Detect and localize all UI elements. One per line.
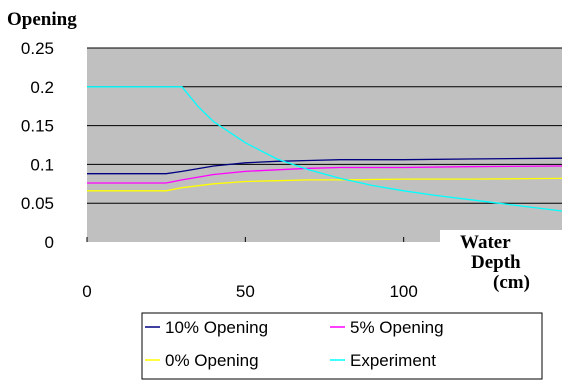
y-tick-label: 0.15: [21, 117, 54, 136]
y-tick-label: 0.2: [30, 78, 54, 97]
y-axis-title: Opening: [7, 9, 77, 30]
legend-items: 10% Opening 5% Opening 0% Opening Experimen…: [145, 318, 444, 370]
y-tick-labels: 0 0.05 0.1 0.15 0.2 0.25: [21, 39, 54, 252]
series-line-experiment: [87, 86, 563, 212]
legend-label: Experiment: [350, 351, 436, 370]
legend-label: 10% Opening: [165, 318, 268, 337]
plot-area: [87, 48, 562, 242]
series-line-5-opening: [87, 165, 563, 184]
y-tick-label: 0.05: [21, 194, 54, 213]
x-tick-label: 0: [82, 282, 91, 301]
x-axis-title-line-3: (cm): [493, 272, 530, 293]
x-tick-labels: 0 50 100: [82, 237, 418, 301]
x-tick-label: 50: [236, 282, 255, 301]
legend-label: 0% Opening: [165, 351, 259, 370]
series-line-0-opening: [87, 177, 563, 192]
series-lines: [87, 86, 563, 212]
y-tick-label: 0: [45, 233, 54, 252]
x-axis-title-line-1: Water: [460, 232, 511, 253]
y-tick-label: 0.25: [21, 39, 54, 58]
x-axis-title-box: [440, 230, 563, 290]
series-line-10-opening: [87, 157, 563, 175]
x-tick-label: 100: [389, 282, 417, 301]
legend: [141, 312, 543, 380]
x-axis-title-line-2: Depth: [471, 252, 521, 273]
y-tick-label: 0.1: [30, 155, 54, 174]
legend-label: 5% Opening: [350, 318, 444, 337]
